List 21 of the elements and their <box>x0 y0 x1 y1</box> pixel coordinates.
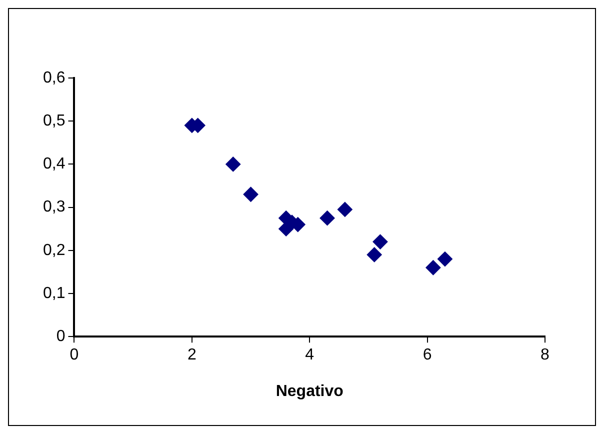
point <box>320 210 335 226</box>
y-tick-label: 0,6 <box>42 69 66 86</box>
point <box>426 260 441 276</box>
point <box>243 186 258 202</box>
y-tick-label: 0,4 <box>42 156 66 173</box>
y-tick-label: 0 <box>56 328 66 346</box>
x-tick-label: 2 <box>187 346 196 364</box>
x-axis-title: Negativo <box>276 382 344 400</box>
x-tick-label: 4 <box>305 346 314 364</box>
x-tick-label: 6 <box>422 346 432 364</box>
point <box>337 202 352 217</box>
y-tick-label: 0,1 <box>42 284 66 302</box>
point <box>366 247 382 262</box>
y-tick-label: 0,2 <box>42 242 66 259</box>
x-tick-label: 0 <box>70 346 79 364</box>
y-tick-label: 0,3 <box>42 198 66 216</box>
point <box>226 156 241 172</box>
y-tick-label: 0,5 <box>42 112 66 130</box>
point <box>372 234 388 250</box>
x-tick-label: 8 <box>540 346 550 364</box>
point <box>437 252 452 267</box>
